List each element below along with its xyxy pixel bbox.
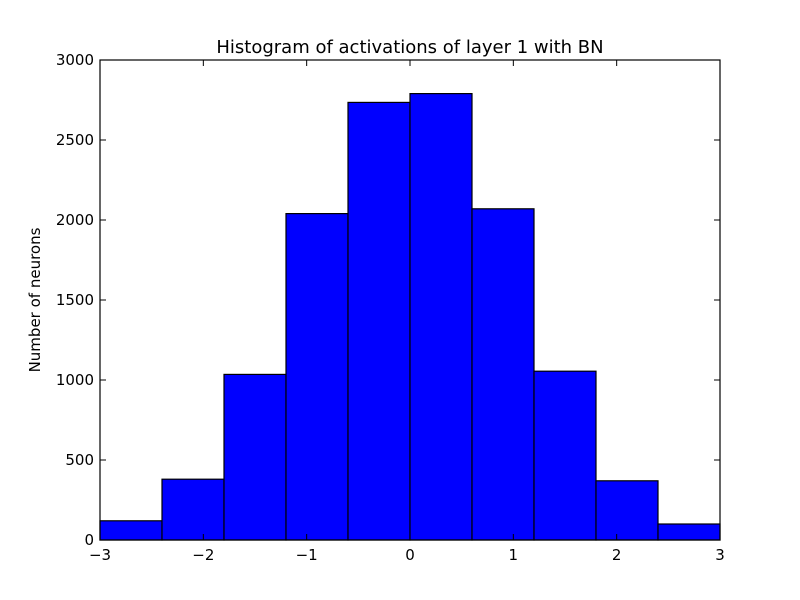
x-tick-label: −2 <box>192 546 214 564</box>
ticks-layer: −3 −2 −1 0 1 2 3 0 500 1000 1500 2000 2500 3000 <box>56 51 725 564</box>
y-axis-label: Number of neurons <box>26 227 44 372</box>
plot-frame <box>99 59 721 541</box>
y-tick-label: 2500 <box>56 131 94 149</box>
chart-title: Histogram of activations of layer 1 with… <box>216 37 603 58</box>
x-tick-label: −1 <box>296 546 318 564</box>
x-tick-label: 2 <box>612 546 622 564</box>
y-tick-label: 500 <box>65 451 94 469</box>
y-tick-label: 2000 <box>56 211 94 229</box>
histogram-bar-9 <box>595 480 659 541</box>
x-tick-label: 3 <box>715 546 725 564</box>
y-tick-label: 3000 <box>56 51 94 69</box>
x-tick-label: 1 <box>509 546 519 564</box>
x-tick-label: −3 <box>89 546 111 564</box>
histogram-bar-7 <box>471 208 535 541</box>
histogram-bar-3 <box>223 373 287 541</box>
histogram-bar-8 <box>533 370 597 541</box>
y-tick-label: 1500 <box>56 291 94 309</box>
histogram-bar-2 <box>161 478 225 541</box>
x-tick-label: 0 <box>405 546 415 564</box>
histogram-bar-1 <box>99 520 163 541</box>
histogram-bar-10 <box>657 523 721 541</box>
bars-layer <box>99 92 721 541</box>
y-tick-label: 0 <box>84 531 94 549</box>
histogram-bar-5 <box>347 101 411 541</box>
histogram-bar-6 <box>409 92 473 541</box>
y-tick-label: 1000 <box>56 371 94 389</box>
histogram-bar-4 <box>285 213 349 541</box>
